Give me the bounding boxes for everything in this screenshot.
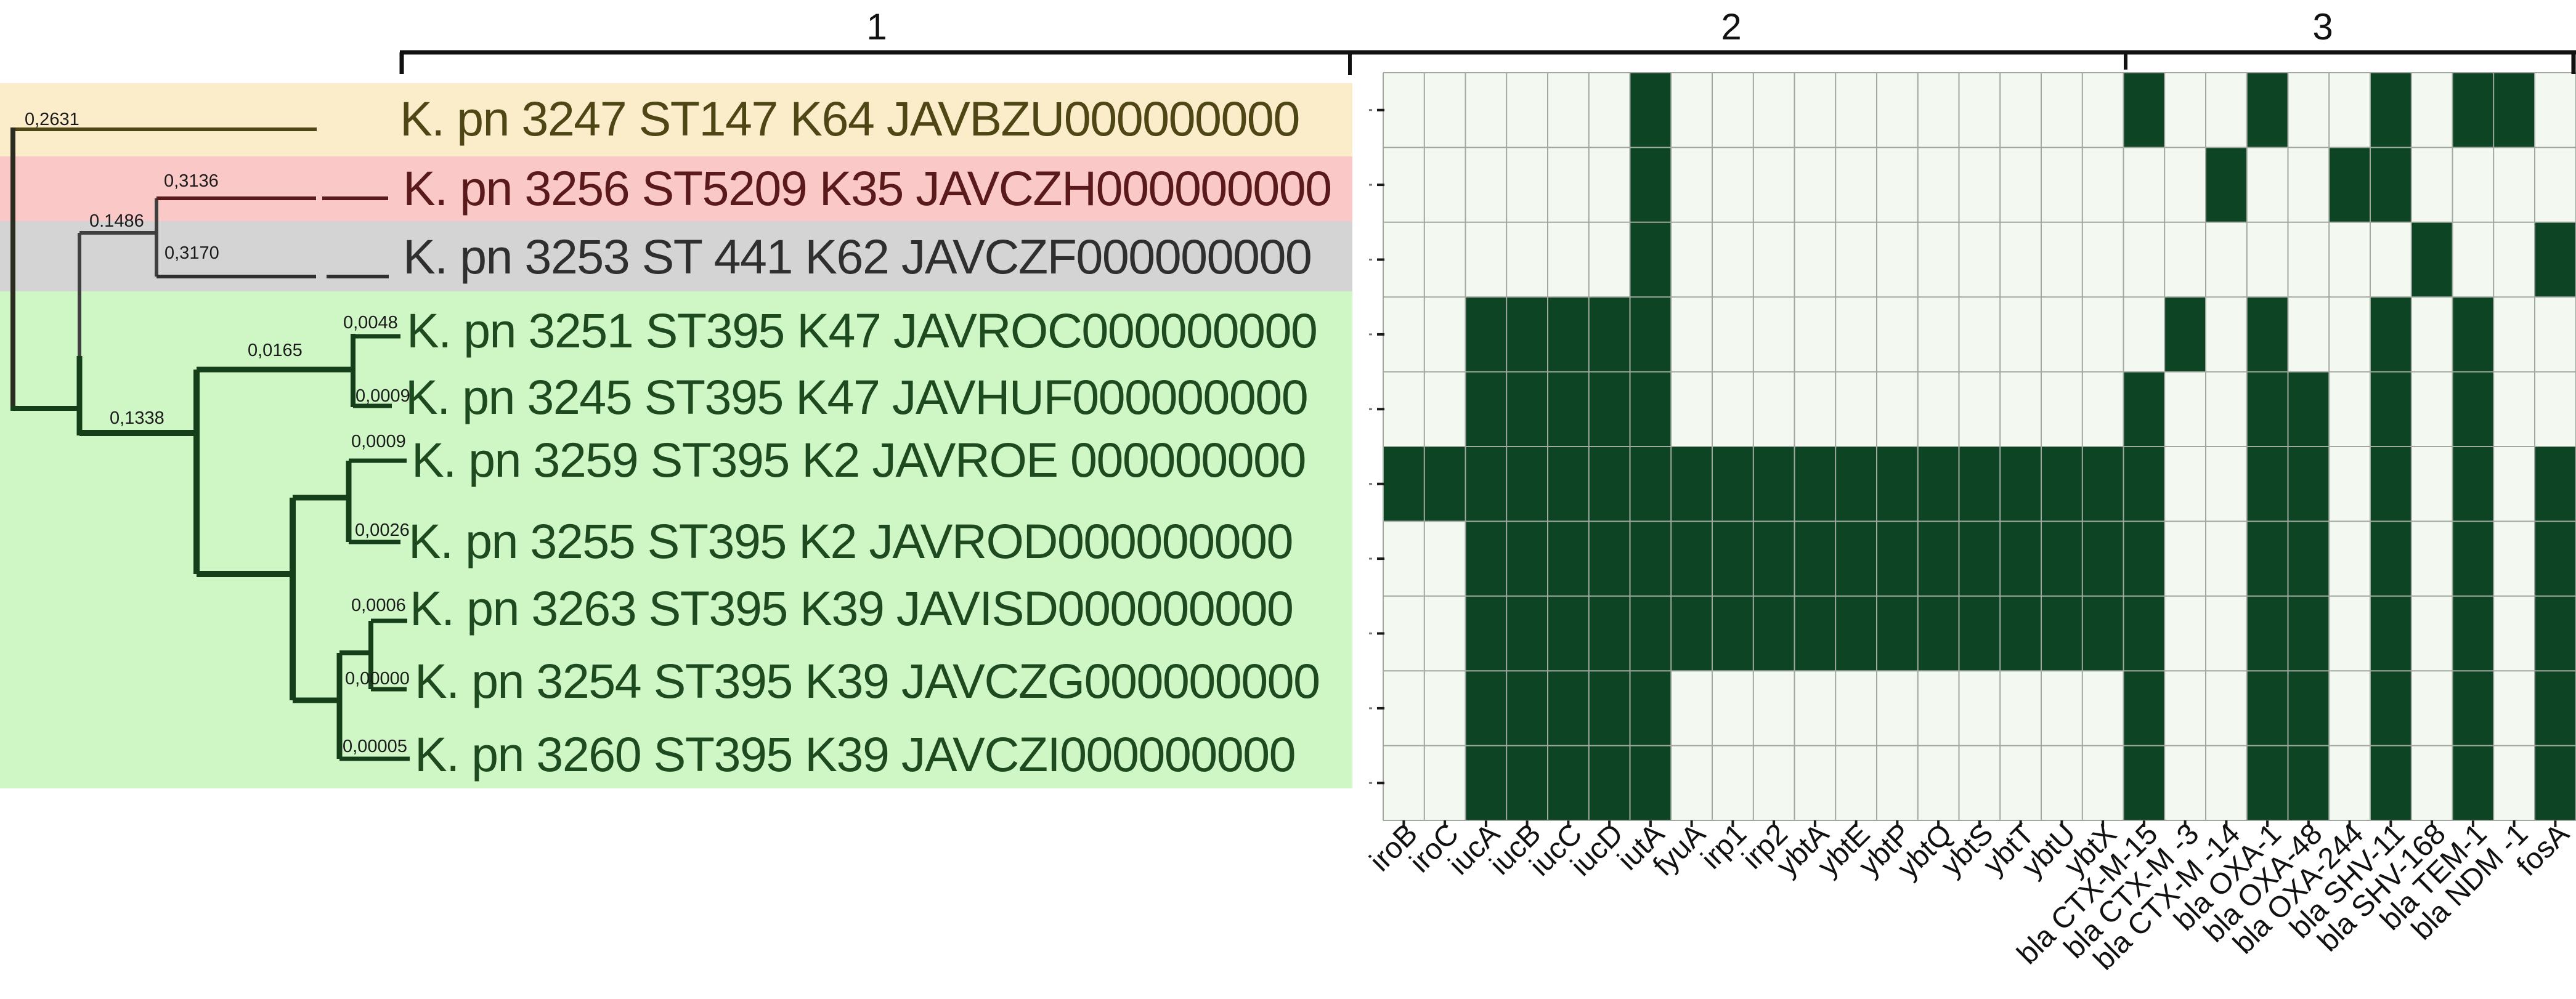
svg-text:K. pn 3247 ST147 K64 JAVBZU000: K. pn 3247 ST147 K64 JAVBZU000000000 [400,91,1299,146]
svg-text:K. pn 3251 ST395 K47 JAVROC000: K. pn 3251 ST395 K47 JAVROC000000000 [407,303,1317,358]
svg-text:0,1338: 0,1338 [110,408,165,428]
svg-text:0,2631: 0,2631 [25,110,79,129]
svg-text:K. pn 3254 ST395 K39 JAVCZG000: K. pn 3254 ST395 K39 JAVCZG000000000 [415,653,1320,708]
svg-text:0,3136: 0,3136 [164,171,219,191]
svg-text:0,0009: 0,0009 [351,432,406,451]
svg-text:K. pn 3253 ST 441 K62 JAVCZF00: K. pn 3253 ST 441 K62 JAVCZF000000000 [403,229,1311,284]
svg-text:K. pn 3259 ST395 K2 JAVROE 000: K. pn 3259 ST395 K2 JAVROE 000000000 [412,432,1306,487]
svg-text:3: 3 [2312,6,2333,47]
svg-text:0.1486: 0.1486 [89,211,144,231]
svg-text:K. pn 3255 ST395 K2 JAVROD0000: K. pn 3255 ST395 K2 JAVROD000000000 [408,514,1293,568]
svg-text:K. pn 3263 ST395 K39 JAVISD000: K. pn 3263 ST395 K39 JAVISD000000000 [410,581,1293,636]
svg-text:0,0026: 0,0026 [355,520,410,540]
svg-text:0,00000: 0,00000 [345,669,410,689]
svg-text:0,3170: 0,3170 [165,243,219,263]
svg-text:2: 2 [1721,6,1741,47]
svg-text:K. pn 3260 ST395 K39 JAVCZI000: K. pn 3260 ST395 K39 JAVCZI000000000 [415,727,1295,782]
svg-text:K. pn 3256 ST5209 K35 JAVCZH00: K. pn 3256 ST5209 K35 JAVCZH000000000 [403,161,1331,216]
svg-text:0,0009: 0,0009 [356,386,410,406]
svg-text:1: 1 [866,6,887,47]
svg-text:0,0048: 0,0048 [343,313,398,333]
svg-text:0,00005: 0,00005 [343,737,407,756]
svg-text:K. pn 3245 ST395 K47 JAVHUF000: K. pn 3245 ST395 K47 JAVHUF000000000 [405,370,1307,424]
svg-text:0,0165: 0,0165 [248,341,303,360]
svg-text:0,0006: 0,0006 [351,596,406,615]
